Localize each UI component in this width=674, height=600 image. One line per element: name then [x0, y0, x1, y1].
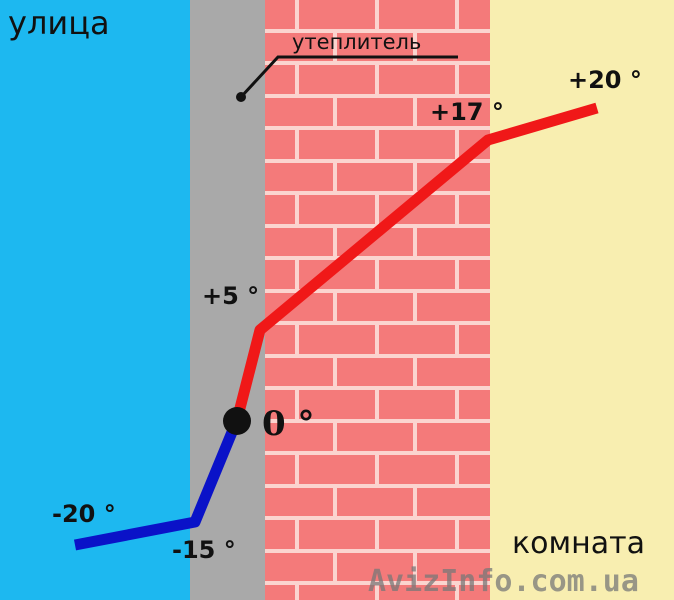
temp-brick-inner: +17 °: [430, 98, 504, 126]
outside-label: улица: [8, 4, 110, 42]
temp-outside-air: -20 °: [52, 500, 116, 528]
outside-zone: [0, 0, 190, 600]
warm-temperature-line: [231, 102, 599, 422]
temp-outside-surface: -15 °: [172, 536, 236, 564]
cold-temperature-line: [73, 417, 243, 551]
watermark: AvizInfo.com.ua: [368, 564, 639, 599]
temp-room-air: +20 °: [568, 66, 642, 94]
temp-insulation-inner: 0 °: [262, 404, 315, 444]
leader-dot: [236, 92, 246, 102]
room-label: комната: [512, 526, 645, 561]
zero-point-marker: [223, 407, 251, 435]
insulation-label: утеплитель: [292, 30, 422, 54]
room-zone: [490, 0, 674, 600]
leader-line: [239, 55, 458, 99]
temp-brick-outer: +5 °: [202, 282, 260, 310]
